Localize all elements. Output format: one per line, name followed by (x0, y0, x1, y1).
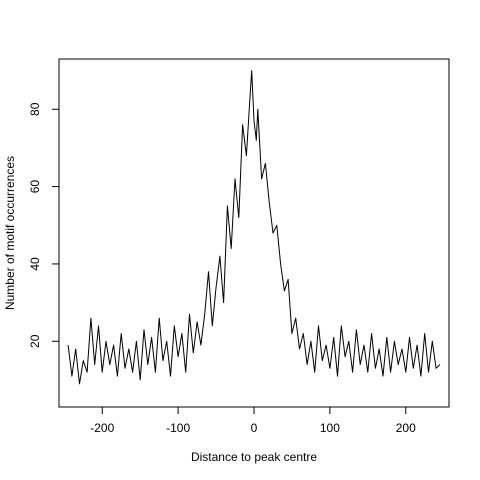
y-tick-label: 60 (28, 180, 42, 194)
y-axis: 20 40 60 80 (28, 102, 59, 348)
x-tick-label: 0 (251, 421, 258, 435)
x-axis-title: Distance to peak centre (191, 450, 317, 464)
y-axis-title: Number of motif occurrences (3, 156, 17, 310)
series-line (67, 70, 441, 385)
x-tick-label: 100 (320, 421, 340, 435)
y-tick-label: 80 (28, 102, 42, 116)
x-tick-label: 200 (396, 421, 416, 435)
y-tick-label: 40 (28, 257, 42, 271)
y-tick-label: 20 (28, 334, 42, 348)
x-tick-label: -100 (166, 421, 190, 435)
x-axis: -200 -100 0 100 200 (90, 407, 416, 435)
x-tick-label: -200 (90, 421, 114, 435)
